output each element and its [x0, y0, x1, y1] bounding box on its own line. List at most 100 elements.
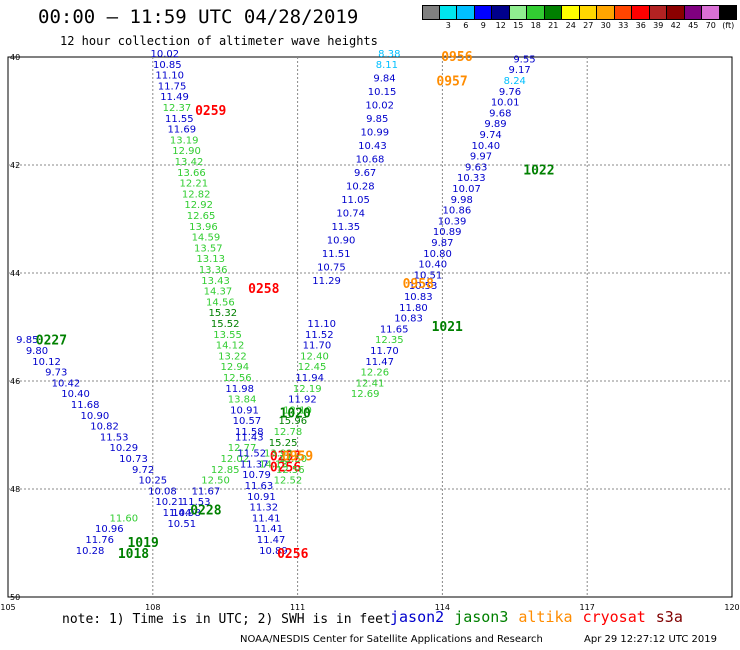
swh-value: 10.91	[247, 492, 276, 503]
color-swatch	[579, 5, 597, 20]
color-swatch	[422, 5, 440, 20]
latitude-tick-label: 50	[10, 593, 20, 602]
color-scale-cell: (ft)	[719, 5, 737, 32]
color-scale-label: 3	[445, 21, 451, 30]
swh-value: 10.28	[76, 546, 105, 557]
longitude-tick-label: 120	[724, 603, 739, 612]
legend-cryosat: cryosat	[582, 608, 646, 626]
swh-value: 9.85	[16, 335, 38, 346]
longitude-tick-label: 108	[145, 603, 160, 612]
swh-value: 11.76	[85, 535, 114, 546]
swh-value: 10.98	[172, 508, 201, 519]
color-swatch	[527, 5, 545, 20]
swh-value: 12.90	[172, 146, 201, 157]
swh-value: 13.96	[189, 222, 218, 233]
swh-value: 11.80	[399, 303, 428, 314]
pass-time-label: 0258	[248, 282, 279, 297]
swh-value: 10.79	[242, 470, 271, 481]
swh-value: 10.51	[414, 270, 443, 281]
swh-value: 15.96	[278, 416, 307, 427]
swh-value: 10.90	[81, 411, 110, 422]
swh-value: 10.51	[167, 519, 196, 530]
color-scale-cell: 18	[527, 5, 545, 32]
swh-value: 10.74	[336, 208, 365, 219]
swh-value: 11.55	[165, 114, 194, 125]
swh-value: 10.15	[368, 87, 397, 98]
swh-value: 9.98	[451, 195, 473, 206]
color-scale-label: 70	[705, 21, 716, 30]
swh-value: 9.63	[465, 162, 487, 173]
swh-value: 9.67	[354, 168, 376, 179]
swh-value: 11.52	[305, 330, 334, 341]
swh-value: 10.42	[52, 378, 81, 389]
swh-value: 10.29	[110, 443, 139, 454]
swh-value: 10.83	[404, 292, 433, 303]
swh-value: 10.75	[317, 262, 346, 273]
swh-value: 13.43	[201, 276, 230, 287]
pass-time-label: 0256	[270, 460, 301, 475]
color-swatch	[474, 5, 492, 20]
swh-value: 10.83	[394, 314, 423, 325]
swh-value: 10.57	[233, 416, 262, 427]
color-scale-cell: 45	[684, 5, 702, 32]
color-scale-cell: 15	[509, 5, 527, 32]
swh-value: 11.47	[365, 357, 394, 368]
color-scale-cell: 42	[667, 5, 685, 32]
swh-value: 11.67	[192, 486, 221, 497]
color-scale-cell: 39	[649, 5, 667, 32]
swh-value: 9.85	[366, 114, 388, 125]
longitude-tick-label: 105	[0, 603, 15, 612]
swh-value: 12.52	[274, 476, 303, 487]
swh-value: 12.37	[163, 103, 192, 114]
color-swatch	[562, 5, 580, 20]
legend-s3a: s3a	[655, 608, 683, 626]
swh-value: 8.38	[378, 49, 400, 60]
color-swatch	[597, 5, 615, 20]
swh-value: 10.28	[346, 181, 375, 192]
swh-value: 12.26	[361, 368, 390, 379]
swh-value: 10.43	[358, 141, 387, 152]
color-swatch	[544, 5, 562, 20]
swh-value: 11.63	[245, 481, 274, 492]
latitude-tick-label: 48	[10, 485, 20, 494]
swh-value: 14.37	[204, 287, 233, 298]
swh-value: 15.32	[208, 308, 237, 319]
color-swatch	[509, 5, 527, 20]
latitude-tick-label: 40	[10, 53, 20, 62]
swh-value: 13.66	[177, 168, 206, 179]
color-swatch	[667, 5, 685, 20]
swh-value: 11.41	[254, 524, 283, 535]
color-scale-cell: 9	[474, 5, 492, 32]
color-scale-label: 9	[480, 21, 486, 30]
swh-value: 10.68	[356, 154, 385, 165]
color-scale-label: 33	[618, 21, 629, 30]
swh-value: 12.02	[221, 454, 250, 465]
pass-time-label: 1018	[118, 547, 149, 562]
legend-jason2: jason2	[390, 608, 445, 626]
color-scale-cell: 6	[457, 5, 475, 32]
swh-value: 12.40	[300, 351, 329, 362]
swh-value: 11.70	[303, 341, 332, 352]
swh-value: 12.19	[293, 384, 322, 395]
color-scale-label: (ft)	[722, 21, 735, 30]
swh-value: 11.75	[158, 81, 187, 92]
swh-value: 13.50	[278, 454, 307, 465]
swh-value: 11.94	[295, 373, 324, 384]
pass-time-label: 1020	[280, 406, 311, 421]
swh-value: 9.72	[132, 465, 154, 476]
swh-value: 12.94	[221, 362, 250, 373]
color-swatch	[439, 5, 457, 20]
legend-jason3: jason3	[454, 608, 509, 626]
swh-value: 9.55	[513, 54, 535, 65]
swh-value: 11.60	[110, 513, 139, 524]
swh-value: 10.82	[90, 422, 119, 433]
swh-value: 10.33	[457, 173, 486, 184]
swh-value: 13.92	[264, 449, 293, 460]
swh-value: 11.37	[240, 459, 269, 470]
swh-value: 12.45	[298, 362, 327, 373]
swh-value: 11.43	[235, 432, 264, 443]
color-scale-cell	[422, 5, 440, 32]
swh-value: 9.84	[373, 73, 395, 84]
color-scale-cell: 30	[597, 5, 615, 32]
